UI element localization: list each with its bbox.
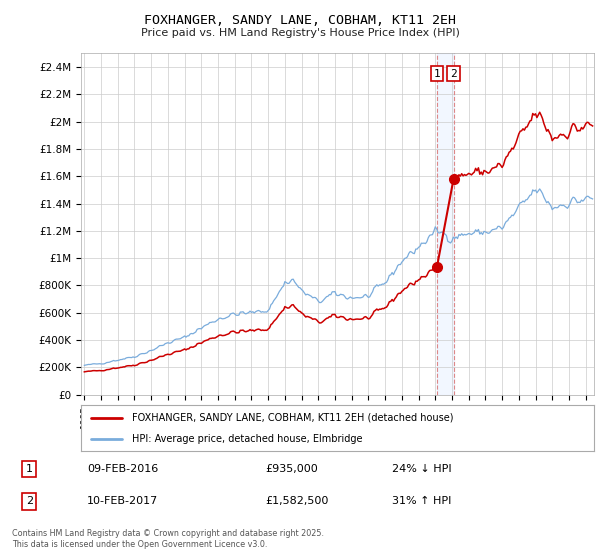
Text: Contains HM Land Registry data © Crown copyright and database right 2025.
This d: Contains HM Land Registry data © Crown c… (12, 529, 324, 549)
Text: £935,000: £935,000 (265, 464, 318, 474)
Text: 09-FEB-2016: 09-FEB-2016 (87, 464, 158, 474)
Text: £1,582,500: £1,582,500 (265, 496, 329, 506)
Text: 1: 1 (434, 69, 440, 79)
Text: 31% ↑ HPI: 31% ↑ HPI (392, 496, 452, 506)
Text: 2: 2 (450, 69, 457, 79)
Text: 1: 1 (26, 464, 33, 474)
Text: FOXHANGER, SANDY LANE, COBHAM, KT11 2EH (detached house): FOXHANGER, SANDY LANE, COBHAM, KT11 2EH … (133, 413, 454, 423)
Text: 10-FEB-2017: 10-FEB-2017 (87, 496, 158, 506)
Text: Price paid vs. HM Land Registry's House Price Index (HPI): Price paid vs. HM Land Registry's House … (140, 28, 460, 38)
Text: 24% ↓ HPI: 24% ↓ HPI (392, 464, 452, 474)
Text: 2: 2 (26, 496, 33, 506)
Text: HPI: Average price, detached house, Elmbridge: HPI: Average price, detached house, Elmb… (133, 435, 363, 444)
Bar (437, 53, 454, 395)
Text: FOXHANGER, SANDY LANE, COBHAM, KT11 2EH: FOXHANGER, SANDY LANE, COBHAM, KT11 2EH (144, 14, 456, 27)
